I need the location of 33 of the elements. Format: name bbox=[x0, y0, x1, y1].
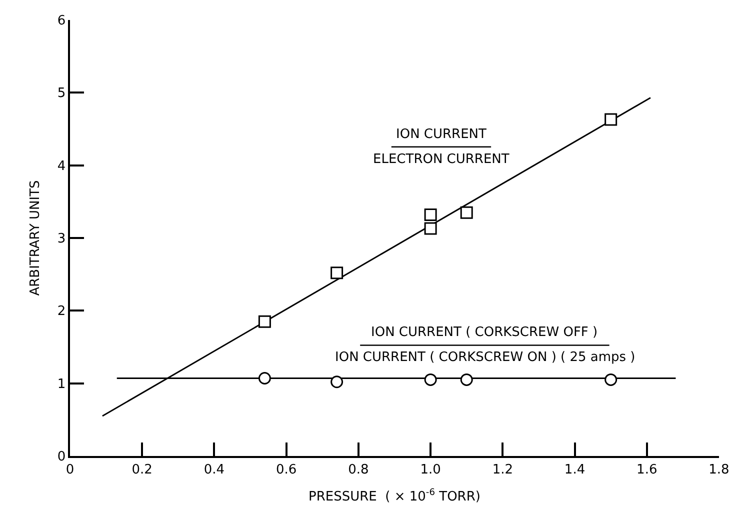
point bbox=[424, 222, 437, 235]
x-axis-title: PRESSURE ( × 10$^{-6}$ TORR) bbox=[308, 488, 480, 504]
annotation: ION CURRENT ( CORKSCREW ON ) ( 25 amps ) bbox=[335, 350, 636, 365]
y-tick-label: 3 bbox=[57, 232, 66, 247]
point bbox=[258, 315, 271, 328]
point bbox=[330, 376, 344, 388]
y-tick-label: 2 bbox=[57, 304, 66, 320]
x-tick-label: 1.6 bbox=[636, 462, 658, 478]
point bbox=[424, 373, 437, 386]
point bbox=[258, 372, 271, 384]
x-tick-label: 1.8 bbox=[708, 462, 730, 478]
y-tick-label: 0 bbox=[57, 450, 66, 465]
x-tick-label: 0.8 bbox=[348, 462, 369, 478]
point bbox=[330, 266, 344, 280]
point bbox=[424, 208, 437, 221]
point bbox=[460, 373, 473, 386]
annotation: ION CURRENT bbox=[396, 127, 487, 142]
annotation: ELECTRON CURRENT bbox=[373, 152, 510, 167]
x-tick-label: 1.0 bbox=[420, 462, 441, 478]
y-axis-title: ARBITRARY UNITS bbox=[28, 180, 43, 296]
annotation: ION CURRENT ( CORKSCREW OFF ) bbox=[371, 325, 598, 340]
x-tick-label: 0.2 bbox=[132, 462, 152, 478]
x-tick-label: 0.6 bbox=[276, 462, 297, 478]
y-tick-label: 5 bbox=[57, 86, 66, 102]
x-tick-label: 1.4 bbox=[564, 462, 586, 478]
y-tick-label: 1 bbox=[57, 376, 66, 392]
x-tick-label: 1.2 bbox=[492, 462, 514, 478]
point bbox=[604, 113, 618, 126]
point bbox=[604, 373, 618, 386]
y-tick-label: 4 bbox=[57, 158, 66, 174]
y-tick-label: 6 bbox=[57, 14, 66, 29]
x-tick-label: 0.4 bbox=[204, 462, 225, 478]
point bbox=[460, 206, 473, 219]
